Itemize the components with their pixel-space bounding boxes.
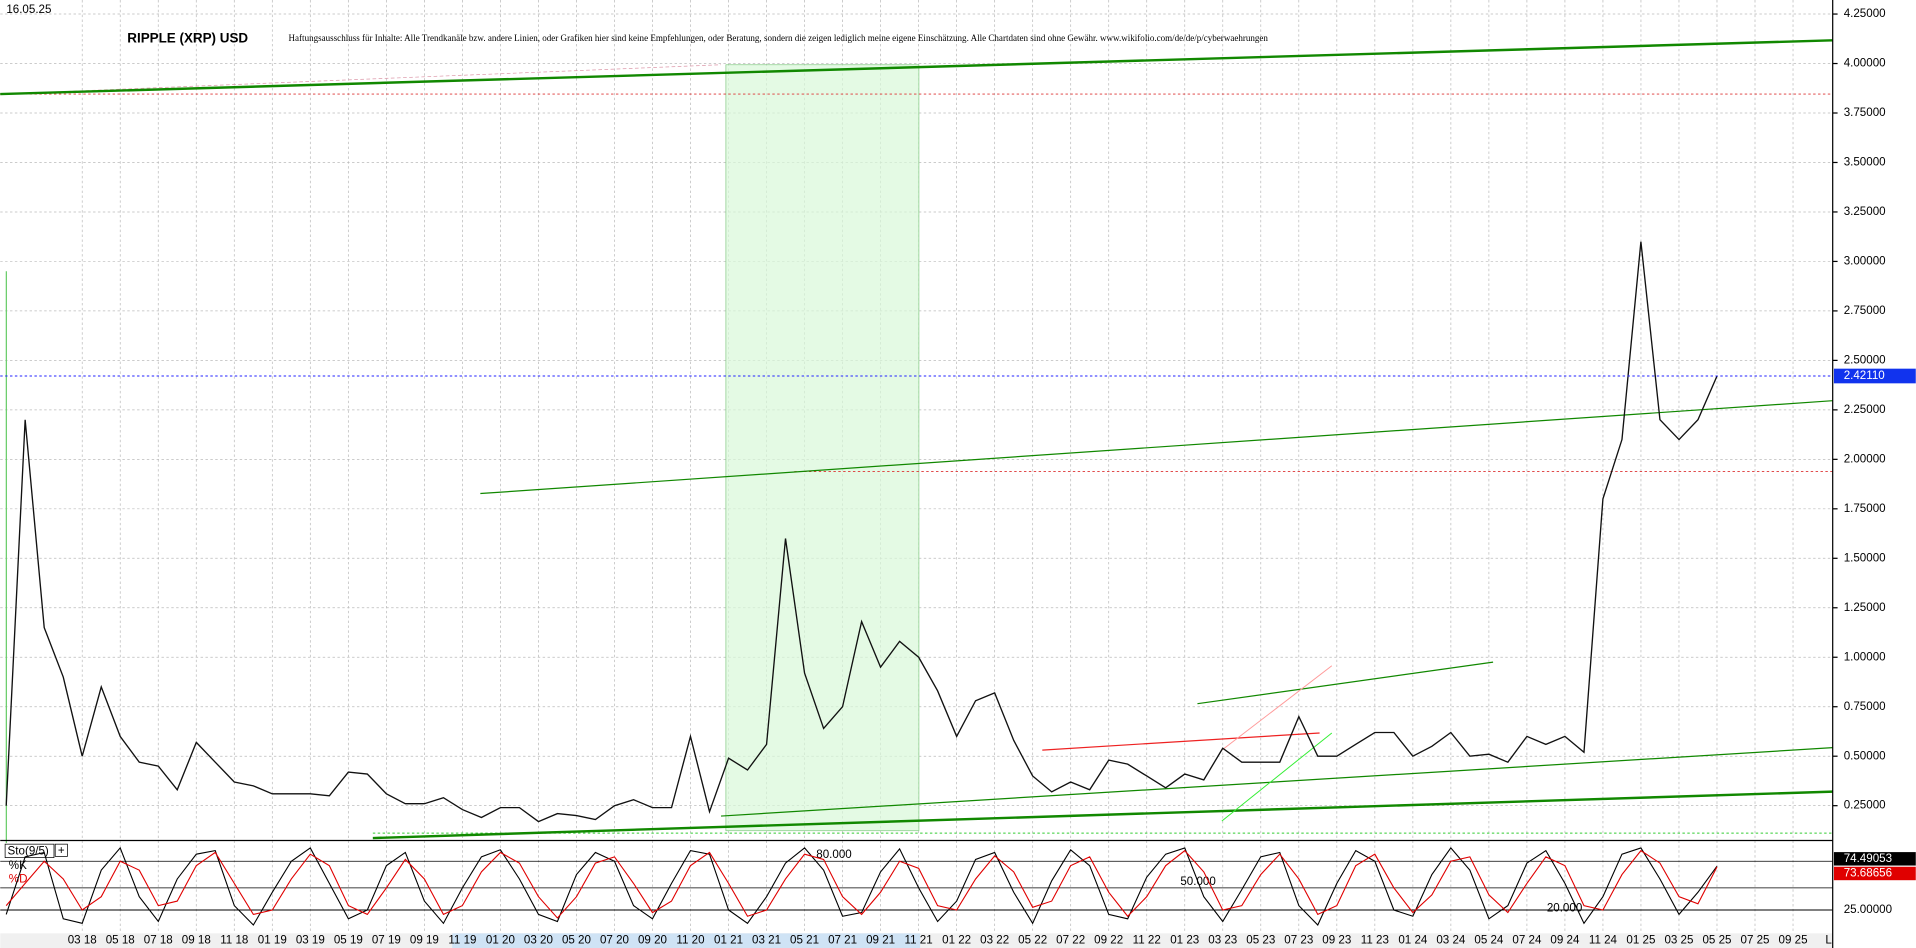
disclaimer: Haftungsausschluss für Inhalte: Alle Tre… bbox=[289, 33, 1269, 43]
stoch-line bbox=[5, 846, 1718, 926]
y-tick-label: 2.25000 bbox=[1844, 403, 1886, 416]
x-tick-label: 01 25 bbox=[1626, 934, 1655, 947]
x-tick-label: 11 23 bbox=[1361, 934, 1389, 947]
x-tick-label: 05 18 bbox=[106, 934, 135, 947]
x-tick-label: 11 18 bbox=[220, 934, 248, 947]
stoch-last-label: 74.49053 bbox=[1844, 852, 1892, 865]
x-tick-label: 03 24 bbox=[1436, 934, 1466, 947]
x-tick-label: 05 23 bbox=[1246, 934, 1275, 947]
x-tick-label: 01 22 bbox=[942, 934, 971, 947]
x-tick-label: 05 21 bbox=[790, 934, 819, 947]
price-line bbox=[5, 241, 1718, 823]
trend-line bbox=[1197, 661, 1494, 705]
y-tick-label: 0.25000 bbox=[1844, 799, 1886, 812]
y-tick-label: 0.50000 bbox=[1844, 749, 1886, 762]
x-tick-label: 07 24 bbox=[1512, 934, 1542, 947]
x-tick-label: 01 23 bbox=[1170, 934, 1199, 947]
x-tick-label: 11 22 bbox=[1133, 934, 1161, 947]
stoch-tick-label: 25.00000 bbox=[1844, 903, 1892, 916]
x-tick-label: 11 20 bbox=[676, 934, 704, 947]
y-tick-label: 4.25000 bbox=[1844, 7, 1886, 20]
indicator-box bbox=[4, 843, 55, 858]
x-tick-label: 03 20 bbox=[524, 934, 553, 947]
x-tick-label: 05 24 bbox=[1474, 934, 1504, 947]
x-tick-label: 03 21 bbox=[752, 934, 781, 947]
y-tick-label: 3.25000 bbox=[1844, 205, 1886, 218]
indicator-toggle-icon[interactable]: + bbox=[58, 844, 65, 857]
x-tick-label: 07 19 bbox=[372, 934, 401, 947]
x-tick-label: 09 18 bbox=[182, 934, 211, 947]
y-tick-label: 3.75000 bbox=[1844, 106, 1886, 119]
x-tick-label: 07 21 bbox=[828, 934, 857, 947]
trend-line bbox=[0, 64, 722, 95]
x-tick-label: 03 18 bbox=[68, 934, 97, 947]
x-tick-label: 09 21 bbox=[866, 934, 895, 947]
y-tick-label: 1.25000 bbox=[1844, 601, 1886, 614]
date: 16.05.25 bbox=[6, 3, 51, 16]
y-tick-label: 3.50000 bbox=[1844, 156, 1886, 169]
x-tick-label: 03 23 bbox=[1208, 934, 1237, 947]
y-tick-label: 2.50000 bbox=[1844, 353, 1886, 366]
last-price-label: 2.42110 bbox=[1844, 369, 1885, 382]
stoch-last-label: 73.68656 bbox=[1844, 867, 1892, 880]
y-tick-label: 1.75000 bbox=[1844, 502, 1886, 515]
x-tick-label: 09 25 bbox=[1779, 934, 1808, 947]
x-tick-label: 03 22 bbox=[980, 934, 1009, 947]
stoch-line bbox=[5, 849, 1718, 919]
highlight-zone bbox=[725, 64, 920, 832]
x-tick-label: 09 20 bbox=[638, 934, 667, 947]
x-tick-label: 01 24 bbox=[1398, 934, 1428, 947]
trend-line bbox=[720, 747, 1833, 817]
x-tick-label: 11 24 bbox=[1589, 934, 1618, 947]
x-tick-label: 07 20 bbox=[600, 934, 629, 947]
y-tick-label: 4.00000 bbox=[1844, 57, 1886, 70]
indicator-toggle[interactable] bbox=[54, 843, 68, 857]
x-tick-label: 09 24 bbox=[1550, 934, 1580, 947]
x-tick-label: 09 22 bbox=[1094, 934, 1123, 947]
level-label: 80.000 bbox=[816, 848, 851, 861]
x-tick-label: 01 19 bbox=[258, 934, 287, 947]
legend-k: %K bbox=[9, 859, 27, 872]
x-tick-label: 07 25 bbox=[1740, 934, 1769, 947]
trend-line bbox=[1042, 732, 1320, 751]
x-axis-highlight bbox=[452, 933, 921, 948]
x-tick-label: 11 21 bbox=[905, 934, 933, 947]
y-tick-label: 1.50000 bbox=[1844, 551, 1886, 564]
x-tick-label: 09 19 bbox=[410, 934, 439, 947]
y-tick-label: 2.00000 bbox=[1844, 452, 1886, 465]
x-tick-label: 07 18 bbox=[144, 934, 173, 947]
x-tick-label: 03 19 bbox=[296, 934, 325, 947]
last-price-box bbox=[1833, 368, 1916, 384]
x-tick-label: 01 21 bbox=[714, 934, 743, 947]
x-tick-label: 05 25 bbox=[1702, 934, 1731, 947]
level-label: 20.000 bbox=[1547, 901, 1582, 914]
stoch-last-box bbox=[1833, 852, 1916, 866]
y-tick-label: 2.75000 bbox=[1844, 304, 1886, 317]
stoch-last-box bbox=[1833, 866, 1916, 881]
trend-line bbox=[0, 39, 1833, 96]
y-tick-label: 3.00000 bbox=[1844, 254, 1886, 267]
plot bbox=[5, 241, 1718, 823]
chart-title: RIPPLE (XRP) USD bbox=[127, 31, 248, 46]
x-tick-label: 05 19 bbox=[334, 934, 363, 947]
corner-label: L bbox=[1825, 934, 1832, 947]
trend-line bbox=[480, 400, 1833, 495]
x-tick-label: 07 22 bbox=[1056, 934, 1085, 947]
x-tick-label: 05 22 bbox=[1018, 934, 1047, 947]
x-tick-label: 11 19 bbox=[448, 934, 476, 947]
trend-line bbox=[372, 790, 1833, 840]
x-tick-label: 03 25 bbox=[1664, 934, 1693, 947]
x-tick-label: 01 20 bbox=[486, 934, 515, 947]
y-tick-label: 1.00000 bbox=[1844, 650, 1886, 663]
y-tick-label: 0.75000 bbox=[1844, 700, 1886, 713]
x-tick-label: 05 20 bbox=[562, 934, 591, 947]
x-tick-label: 07 23 bbox=[1284, 934, 1313, 947]
trend-line bbox=[1221, 665, 1333, 751]
x-tick-label: 09 23 bbox=[1322, 934, 1351, 947]
